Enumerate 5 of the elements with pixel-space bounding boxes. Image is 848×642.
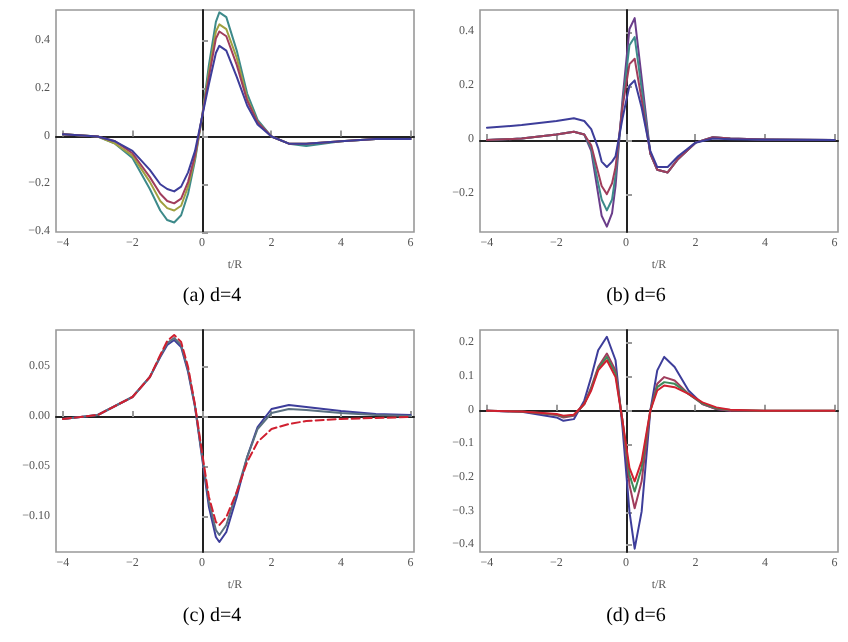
text: (b) d=6 [606, 285, 666, 307]
text: (d) d=6 [606, 605, 666, 627]
line-series [485, 79, 836, 169]
text: (c) d=4 [182, 605, 242, 627]
text: (a) d=4 [182, 285, 242, 307]
